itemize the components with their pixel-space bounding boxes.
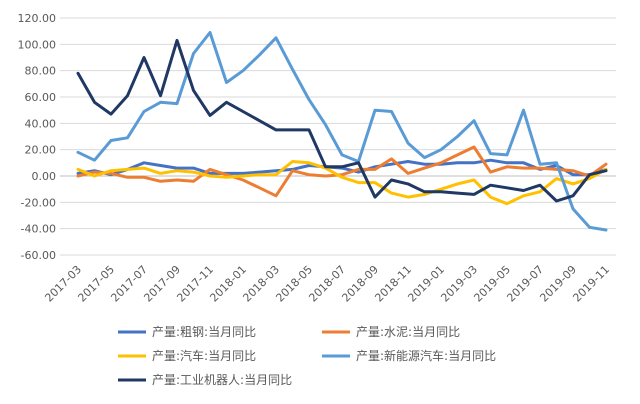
series-line-1 xyxy=(76,145,608,198)
y-tick-label: 0.00 xyxy=(32,170,57,183)
y-tick-label: 40.00 xyxy=(25,117,57,130)
y-tick-label: -40.00 xyxy=(21,223,56,236)
y-tick-label: -60.00 xyxy=(21,249,56,262)
y-tick-label: 80.00 xyxy=(25,65,57,78)
y-tick-label: 120.00 xyxy=(18,12,57,25)
y-tick-label: 20.00 xyxy=(25,144,57,157)
series-lines xyxy=(76,31,608,232)
legend-label: 产量:汽车:当月同比 xyxy=(152,348,256,363)
legend-label: 产量:新能源汽车:当月同比 xyxy=(356,348,496,363)
y-tick-label: 100.00 xyxy=(18,38,57,51)
x-tick-label: 2019-11 xyxy=(570,263,612,305)
series-line-3 xyxy=(76,31,608,232)
legend-label: 产量:粗钢:当月同比 xyxy=(152,325,256,339)
legend-label: 产量:工业机器人:当月同比 xyxy=(152,373,292,387)
x-axis-ticks: 2017-032017-052017-072017-092017-112018-… xyxy=(42,263,612,305)
series-line-4 xyxy=(76,38,608,203)
y-axis-ticks: 120.00 100.00 80.00 60.00 40.00 20.00 0.00 -20.… xyxy=(18,12,57,262)
series-line-2 xyxy=(76,160,608,206)
legend-label: 产量:水泥:当月同比 xyxy=(356,325,460,339)
y-tick-label: 60.00 xyxy=(25,91,57,104)
y-tick-label: -20.00 xyxy=(21,196,56,209)
